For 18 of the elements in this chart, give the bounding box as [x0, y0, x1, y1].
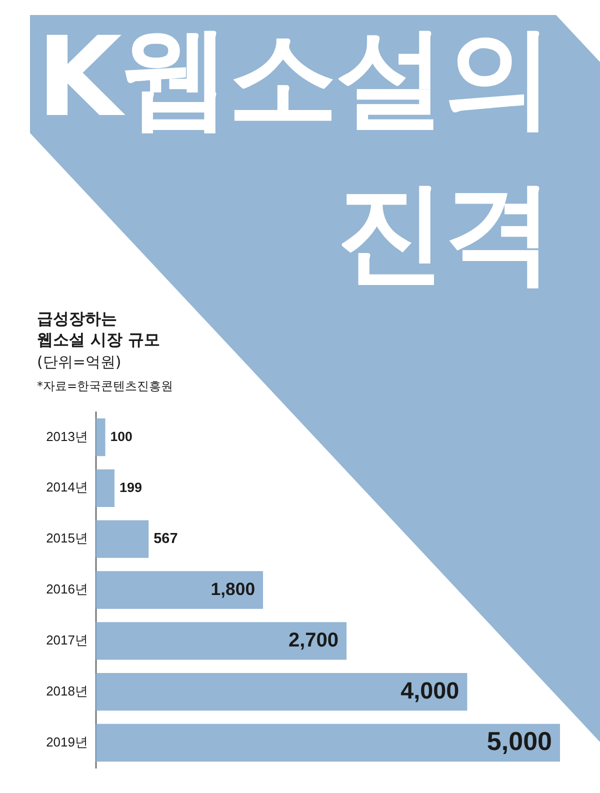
- chart-title: K웹소설의 진격: [36, 12, 552, 298]
- y-tick-label: 2013년: [46, 428, 88, 444]
- text: (단위=억원): [37, 352, 122, 373]
- data-label: 2,700: [288, 629, 339, 652]
- text: *자료=한국콘텐츠진흥원: [37, 378, 174, 395]
- data-label: 567: [154, 531, 178, 548]
- data-label: 5,000: [486, 726, 552, 756]
- y-tick-label: 2015년: [46, 530, 88, 546]
- y-tick-label: 2014년: [46, 480, 88, 495]
- chart-subtitle: 급성장하는 웹소설 시장 규모: [37, 308, 160, 350]
- y-tick-label: 2016년: [46, 582, 88, 597]
- y-tick-label: 2019년: [46, 734, 88, 750]
- data-label: 199: [119, 480, 142, 495]
- y-tick-label: 2017년: [46, 632, 88, 648]
- y-tick-label: 2018년: [46, 683, 88, 698]
- data-label: 4,000: [400, 677, 460, 704]
- data-label: 100: [110, 428, 132, 444]
- data-label: 1,800: [210, 578, 256, 599]
